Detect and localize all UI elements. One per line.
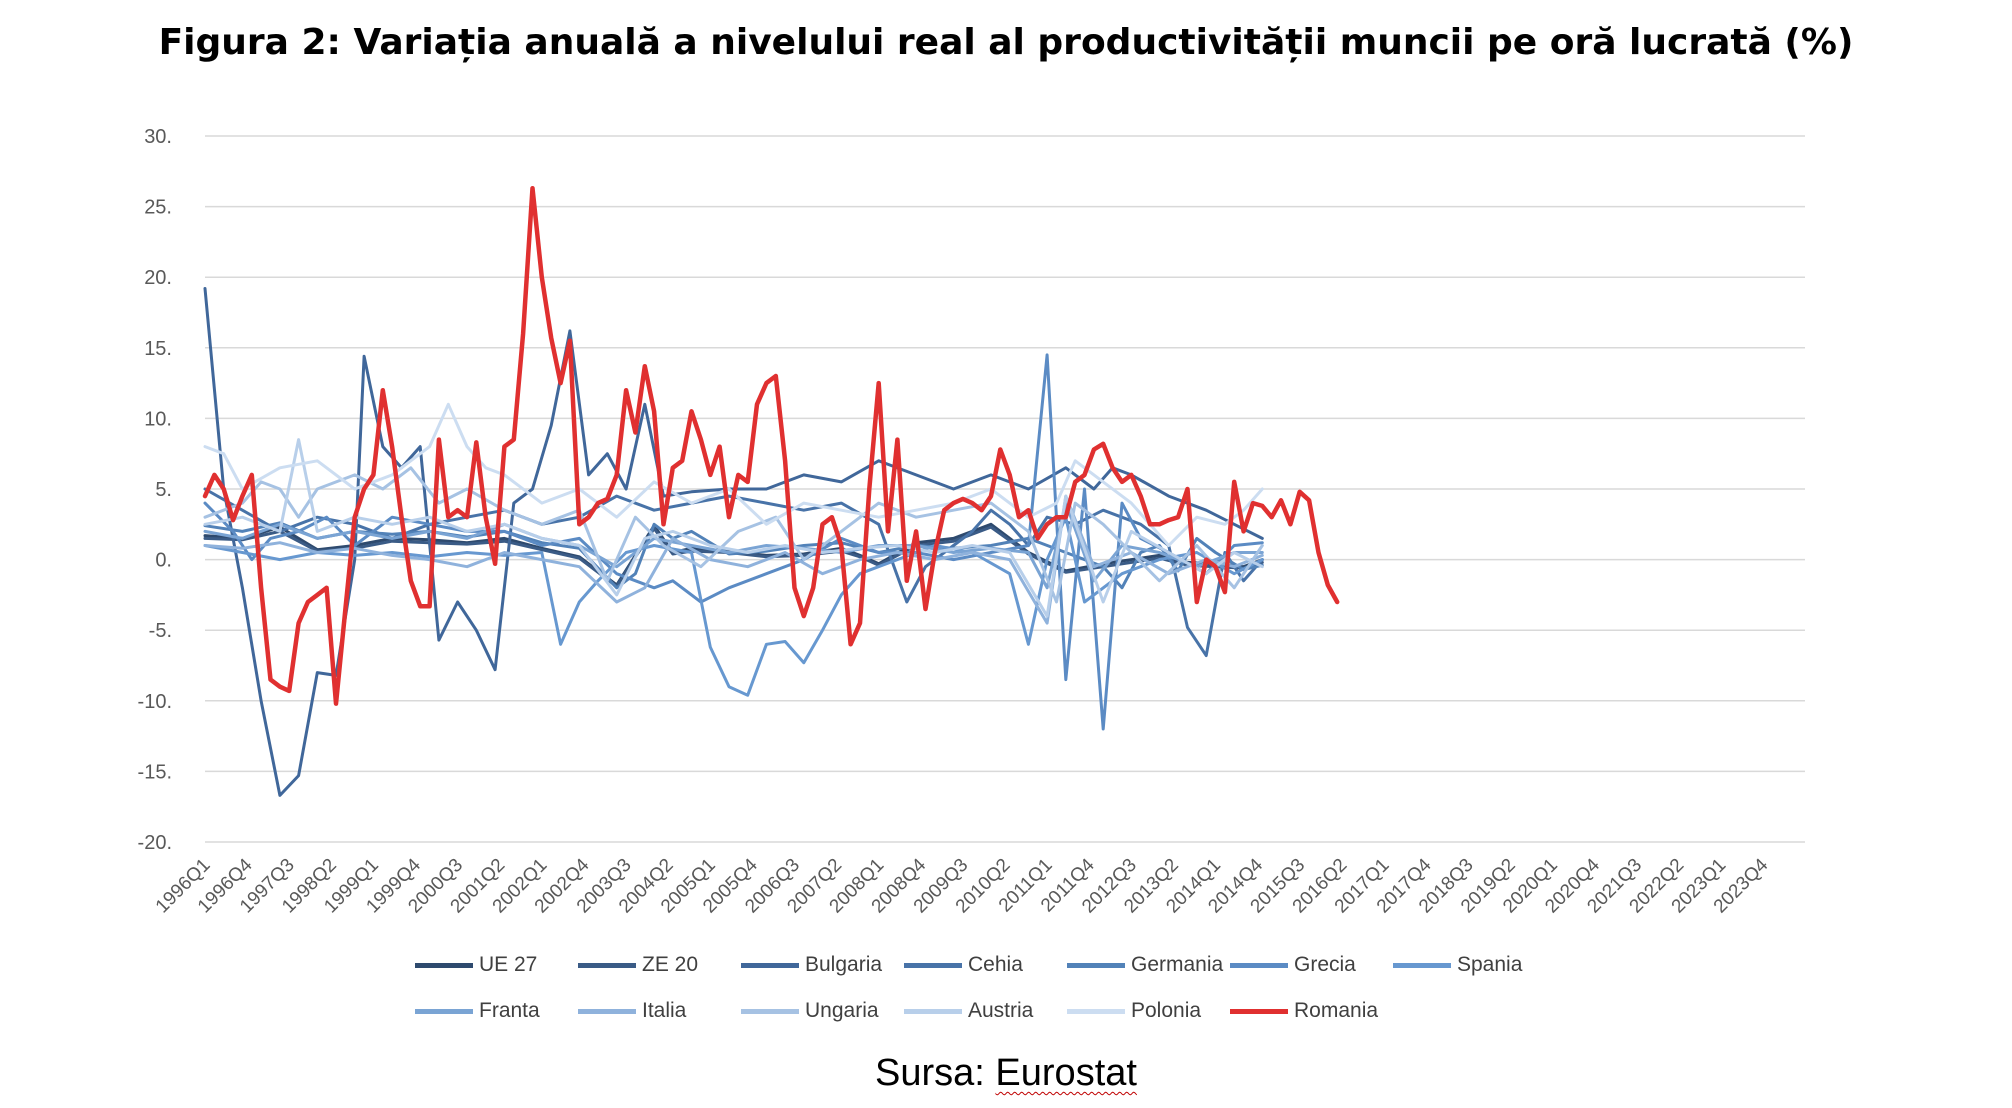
legend-swatch [415,1008,473,1014]
source-name: Eurostat [995,1052,1137,1094]
gridlines [205,135,1805,843]
y-tick-label: 25. [144,197,172,219]
legend-label: Italia [642,999,687,1022]
legend-swatch [415,962,473,968]
chart-title: Figura 2: Variația anuală a nivelului re… [158,22,1854,63]
series-line-romania [202,185,1340,706]
source-prefix: Sursa: [875,1052,996,1094]
legend-item: Spania [1393,950,1522,980]
legend-label: Germania [1131,953,1224,976]
legend-label: Ungaria [805,999,879,1022]
legend-swatch [1067,962,1125,968]
legend-swatch [1230,962,1288,968]
series-line-grecia [203,353,1264,731]
source-note: Sursa: Eurostat [0,1052,2012,1095]
legend-label: UE 27 [479,953,538,976]
y-tick-label: 30. [144,126,172,148]
legend-item: Germania [1067,950,1223,980]
legend-swatch [1067,1008,1125,1014]
legend-swatch [741,962,799,968]
legend-item: Cehia [904,950,1023,980]
series-line-ze-20 [203,525,1264,588]
series-line-polonia [203,402,1264,547]
legend-item: Bulgaria [741,950,882,980]
legend-swatch [904,962,962,968]
series-line-austria [203,438,1264,618]
y-tick-label: -15. [138,761,172,783]
y-tick-label: 10. [144,408,172,430]
legend-item: Italia [578,996,686,1026]
legend-label: Bulgaria [805,953,883,976]
y-tick-label: -5. [149,620,172,642]
legend-item: Polonia [1067,996,1201,1026]
series-line-franta [203,501,1264,590]
y-tick-label: -20. [138,832,172,854]
legend-swatch [1230,1008,1288,1014]
legend-swatch [904,1008,962,1014]
legend-item: Austria [904,996,1033,1026]
legend-label: Franta [479,999,540,1022]
series-lines [202,185,1340,797]
legend-label: Romania [1294,999,1379,1022]
legend-label: Cehia [968,953,1023,976]
legend-label: Austria [968,999,1034,1022]
legend-swatch [578,1008,636,1014]
legend-item: UE 27 [415,950,537,980]
legend-swatch [741,1008,799,1014]
series-line-italia [203,494,1264,625]
legend-label: Grecia [1294,953,1356,976]
legend-item: ZE 20 [578,950,698,980]
x-axis-ticks: 1996Q11996Q41997Q31998Q21999Q11999Q42000… [152,854,1773,917]
y-tick-label: 15. [144,338,172,360]
y-tick-label: 20. [144,267,172,289]
legend-label: Spania [1457,953,1523,976]
y-tick-label: 0. [155,550,172,572]
legend-swatch [1393,962,1451,968]
legend-swatch [578,962,636,968]
legend-item: Romania [1230,996,1378,1026]
y-tick-label: 5. [155,479,172,501]
legend-item: Franta [415,996,540,1026]
legend-label: Polonia [1131,999,1202,1022]
legend-item: Ungaria [741,996,879,1026]
legend-label: ZE 20 [642,953,699,976]
y-axis-ticks: 30. 25. 20. 15. 10. 5. 0. -5. -10. -15. -20. [138,126,172,854]
legend-item: Grecia [1230,950,1356,980]
y-tick-label: -10. [138,691,172,713]
